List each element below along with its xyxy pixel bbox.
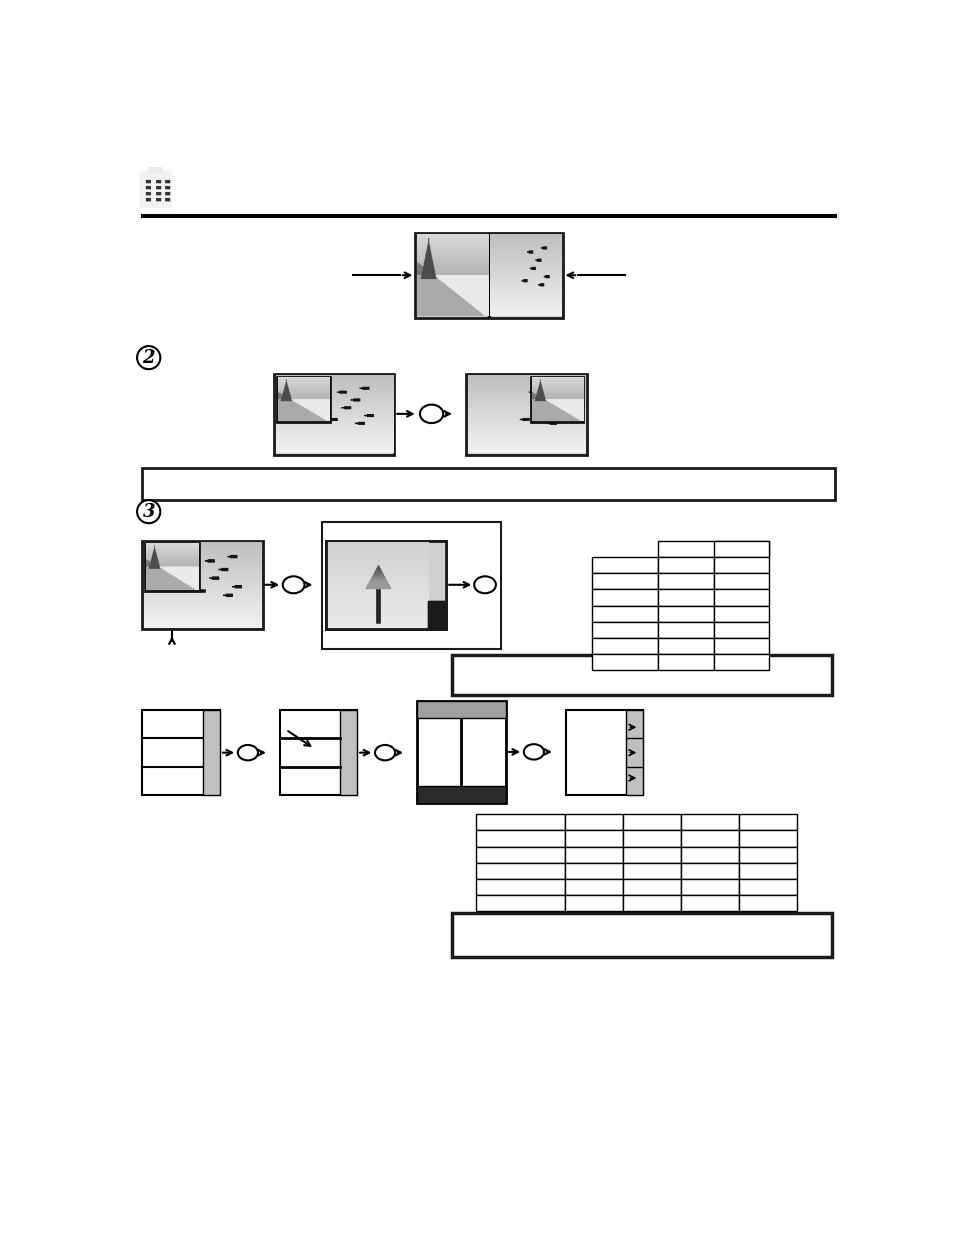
- Bar: [622, 846, 680, 863]
- Bar: [564, 895, 622, 911]
- Bar: [658, 605, 713, 621]
- Bar: [592, 621, 658, 638]
- Bar: [713, 589, 769, 605]
- Bar: [739, 879, 797, 895]
- Bar: [592, 589, 658, 605]
- Bar: [326, 541, 446, 630]
- Bar: [476, 846, 564, 863]
- Bar: [476, 814, 564, 830]
- Bar: [622, 863, 680, 879]
- Bar: [622, 830, 680, 846]
- Bar: [142, 710, 220, 795]
- Bar: [452, 655, 831, 695]
- Ellipse shape: [282, 577, 304, 593]
- Bar: [427, 601, 444, 627]
- Bar: [564, 863, 622, 879]
- Ellipse shape: [137, 500, 160, 524]
- Bar: [713, 621, 769, 638]
- Bar: [680, 814, 739, 830]
- Bar: [279, 710, 356, 795]
- Bar: [564, 846, 622, 863]
- Bar: [713, 557, 769, 573]
- Bar: [326, 541, 446, 630]
- Bar: [739, 863, 797, 879]
- Bar: [658, 638, 713, 655]
- Bar: [565, 710, 642, 795]
- Bar: [739, 830, 797, 846]
- Bar: [203, 710, 220, 795]
- Bar: [713, 605, 769, 621]
- Bar: [466, 374, 586, 454]
- Bar: [530, 377, 583, 421]
- Text: 3: 3: [142, 503, 154, 521]
- Ellipse shape: [523, 745, 543, 760]
- Text: 2: 2: [142, 348, 154, 367]
- Bar: [622, 879, 680, 895]
- Bar: [476, 895, 564, 911]
- Bar: [416, 701, 505, 803]
- Bar: [592, 605, 658, 621]
- Bar: [564, 830, 622, 846]
- Bar: [340, 710, 356, 795]
- Bar: [592, 655, 658, 671]
- Bar: [680, 879, 739, 895]
- Bar: [658, 541, 769, 557]
- Ellipse shape: [237, 745, 257, 761]
- Bar: [680, 846, 739, 863]
- Bar: [416, 785, 505, 803]
- Bar: [141, 214, 836, 219]
- Ellipse shape: [375, 745, 395, 761]
- Bar: [452, 913, 831, 957]
- Bar: [416, 701, 505, 718]
- Bar: [415, 233, 562, 317]
- Bar: [739, 846, 797, 863]
- Bar: [277, 377, 330, 421]
- Bar: [713, 541, 769, 557]
- Bar: [680, 863, 739, 879]
- Bar: [680, 830, 739, 846]
- Bar: [142, 468, 835, 500]
- Bar: [476, 830, 564, 846]
- Bar: [145, 543, 199, 592]
- Bar: [658, 573, 713, 589]
- Bar: [622, 814, 680, 830]
- Bar: [274, 374, 394, 454]
- Ellipse shape: [419, 405, 443, 424]
- Ellipse shape: [137, 346, 160, 369]
- Bar: [658, 621, 713, 638]
- Bar: [322, 521, 500, 648]
- Bar: [680, 895, 739, 911]
- Bar: [564, 814, 622, 830]
- Bar: [713, 638, 769, 655]
- Bar: [739, 895, 797, 911]
- Bar: [427, 601, 444, 627]
- Bar: [142, 541, 262, 630]
- Bar: [476, 863, 564, 879]
- Bar: [658, 589, 713, 605]
- Bar: [592, 638, 658, 655]
- Ellipse shape: [474, 577, 496, 593]
- Bar: [713, 655, 769, 671]
- Bar: [658, 655, 713, 671]
- Bar: [476, 879, 564, 895]
- Bar: [592, 557, 658, 573]
- Bar: [622, 895, 680, 911]
- Bar: [658, 557, 713, 573]
- Bar: [713, 573, 769, 589]
- Bar: [625, 710, 642, 795]
- Bar: [592, 573, 658, 589]
- Bar: [564, 879, 622, 895]
- Bar: [739, 814, 797, 830]
